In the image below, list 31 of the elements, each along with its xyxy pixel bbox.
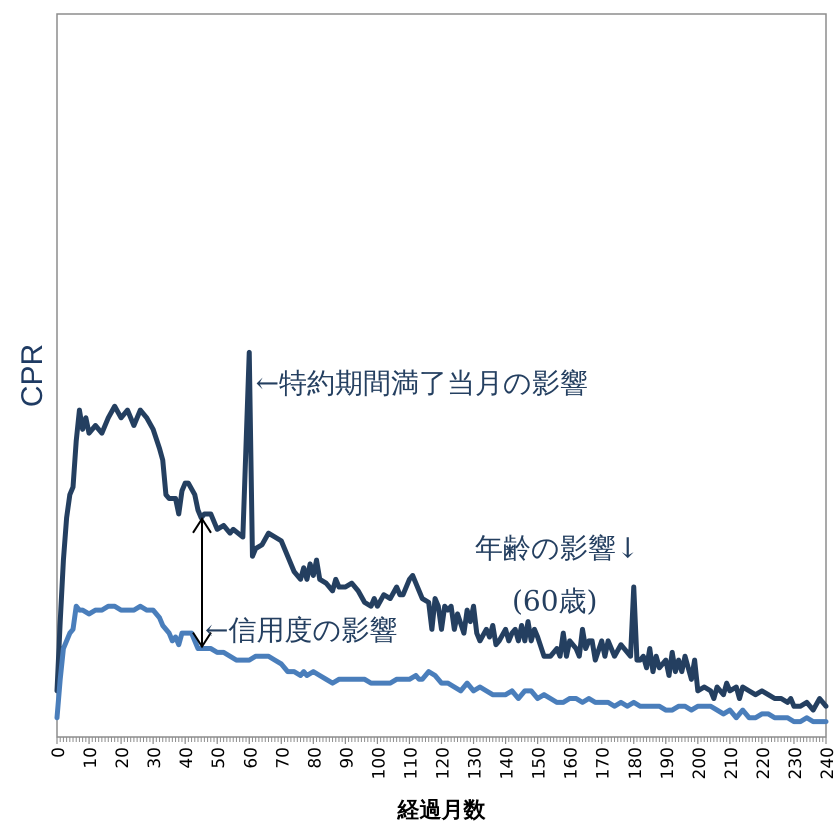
x-tick-label: 130 xyxy=(466,747,486,780)
x-tick-label: 100 xyxy=(369,747,390,780)
x-tick-label: 80 xyxy=(305,747,326,769)
x-tick-label: 40 xyxy=(177,747,198,769)
x-tick-label: 90 xyxy=(337,747,358,769)
x-tick-label: 20 xyxy=(113,747,134,769)
x-tick-label: 150 xyxy=(530,747,550,780)
annotation: 年齢の影響↓ xyxy=(475,532,640,564)
x-tick-label: 180 xyxy=(626,747,646,780)
x-tick-label: 220 xyxy=(754,747,774,780)
x-tick-label: 70 xyxy=(273,747,294,769)
x-tick-label: 60 xyxy=(241,747,262,769)
annotation: (60歳) xyxy=(512,584,598,618)
y-axis-title: CPR xyxy=(16,344,49,408)
x-tick-label: 140 xyxy=(498,747,518,780)
annotation: ←信用度の影響 xyxy=(205,614,398,646)
x-tick-label: 110 xyxy=(401,747,422,780)
x-tick-label: 120 xyxy=(434,747,454,780)
x-tick-label: 0 xyxy=(49,747,69,758)
x-tick-label: 240 xyxy=(818,747,834,780)
x-tick-label: 160 xyxy=(562,747,582,780)
x-tick-label: 190 xyxy=(658,747,678,780)
x-tick-label: 30 xyxy=(145,747,166,769)
x-tick-label: 50 xyxy=(209,747,230,769)
annotation: ←特約期間満了当月の影響 xyxy=(256,366,588,400)
x-tick-label: 10 xyxy=(81,747,102,769)
x-tick-label: 200 xyxy=(690,747,710,780)
x-tick-label: 170 xyxy=(594,747,614,780)
x-tick-label: 230 xyxy=(786,747,806,780)
x-axis-title: 経過月数 xyxy=(396,798,486,823)
x-tick-label: 210 xyxy=(722,747,742,780)
